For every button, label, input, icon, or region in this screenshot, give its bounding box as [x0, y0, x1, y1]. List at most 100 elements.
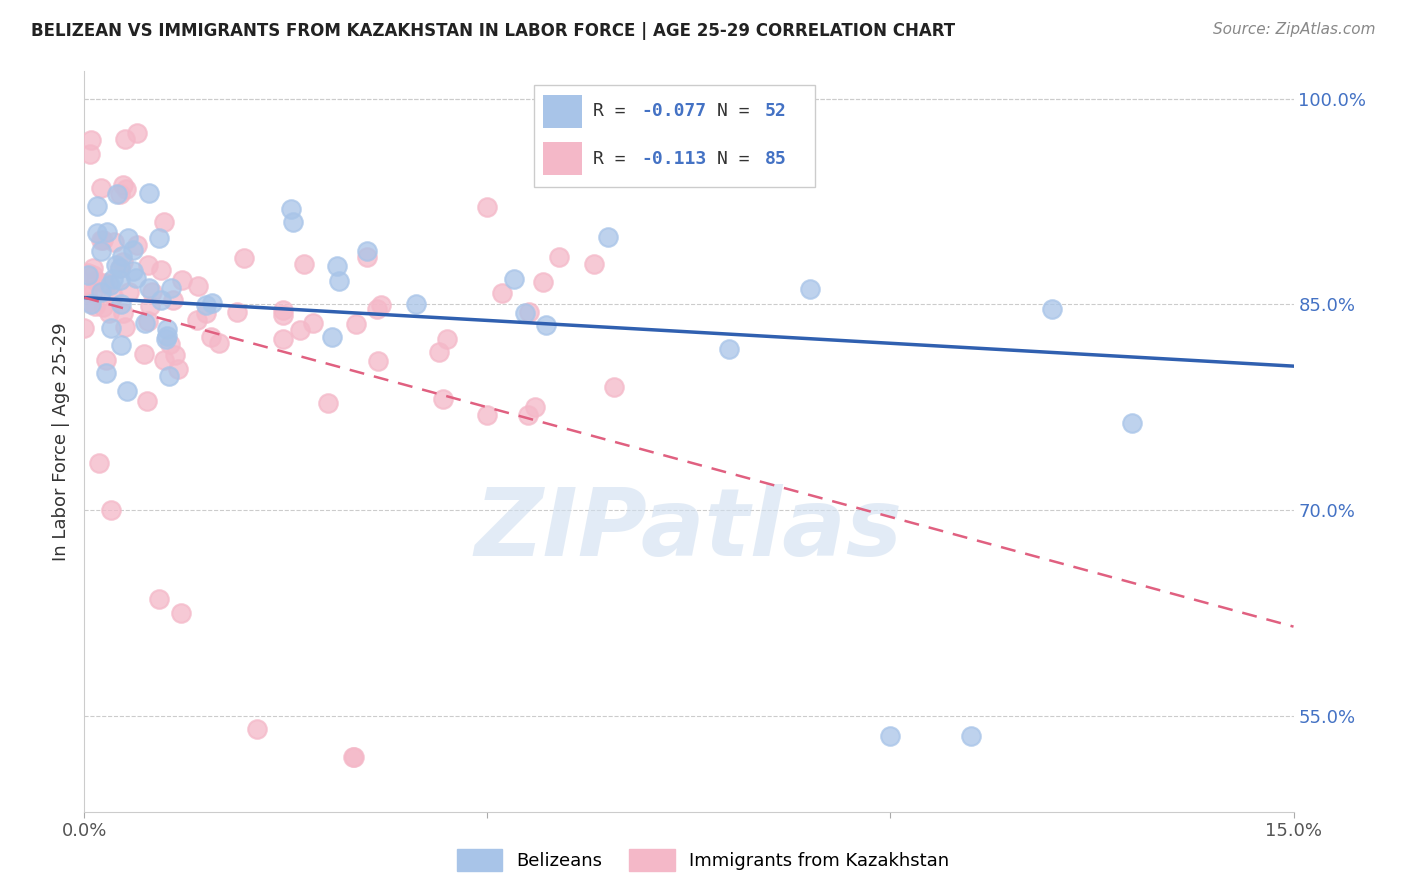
Point [475, 200, 498, 214]
Point [583, 257, 606, 271]
Point [110, 250, 132, 264]
Point [524, 401, 547, 415]
Point [166, 361, 188, 376]
Point [117, 230, 139, 244]
Point [288, 323, 311, 337]
Point [370, 298, 392, 312]
Point [432, 392, 454, 406]
Point [112, 178, 135, 192]
Point [208, 335, 231, 350]
Point [157, 369, 180, 384]
Point [87, 456, 110, 470]
Point [292, 257, 315, 271]
Point [91, 233, 114, 247]
Point [103, 289, 125, 303]
Point [110, 338, 132, 352]
Point [108, 261, 131, 276]
Point [96, 225, 118, 239]
Point [427, 344, 450, 359]
Point [280, 202, 302, 217]
Point [90, 244, 112, 259]
Point [125, 270, 148, 285]
Point [91, 300, 114, 314]
Point [105, 258, 128, 272]
Point [718, 343, 741, 357]
Point [132, 347, 155, 361]
Point [162, 293, 184, 307]
Point [405, 297, 427, 311]
Point [170, 606, 193, 620]
Point [149, 263, 172, 277]
Point [328, 274, 350, 288]
Point [86, 226, 108, 240]
Point [90, 285, 112, 299]
Text: Source: ZipAtlas.com: Source: ZipAtlas.com [1212, 22, 1375, 37]
Point [136, 314, 159, 328]
Point [139, 299, 162, 313]
Point [84, 274, 107, 288]
Bar [543, 95, 582, 128]
Point [316, 395, 339, 409]
Point [76, 285, 98, 300]
Point [195, 298, 218, 312]
Point [97, 306, 120, 320]
Point [122, 264, 145, 278]
Point [436, 332, 458, 346]
Point [150, 293, 173, 307]
Point [141, 285, 163, 300]
Point [108, 273, 131, 287]
Text: 52: 52 [765, 103, 786, 120]
Point [342, 750, 364, 764]
Point [159, 337, 181, 351]
Point [200, 330, 222, 344]
Point [108, 186, 131, 201]
Point [84, 299, 107, 313]
Point [111, 306, 134, 320]
Legend: Belizeans, Immigrants from Kazakhstan: Belizeans, Immigrants from Kazakhstan [450, 842, 956, 879]
Text: 85: 85 [765, 150, 786, 168]
Point [98, 278, 121, 293]
Point [125, 238, 148, 252]
Point [155, 332, 177, 346]
Point [367, 354, 389, 368]
Point [148, 231, 170, 245]
Point [233, 251, 256, 265]
Point [356, 244, 378, 259]
Point [517, 408, 540, 422]
Point [77, 268, 100, 282]
Point [271, 303, 294, 318]
Point [77, 294, 100, 309]
Point [73, 321, 96, 335]
Point [79, 146, 101, 161]
Point [114, 320, 136, 334]
Point [879, 729, 901, 743]
Point [136, 394, 159, 409]
Point [271, 333, 294, 347]
Point [271, 309, 294, 323]
Point [134, 316, 156, 330]
Point [799, 282, 821, 296]
Text: -0.113: -0.113 [641, 150, 706, 168]
Text: ZIPatlas: ZIPatlas [475, 484, 903, 576]
Point [321, 329, 343, 343]
Point [159, 281, 181, 295]
Point [517, 305, 540, 319]
Point [105, 186, 128, 201]
Point [346, 318, 368, 332]
Point [503, 272, 526, 286]
Point [114, 132, 136, 146]
Point [960, 729, 983, 743]
Point [200, 296, 222, 310]
Point [163, 348, 186, 362]
Point [602, 379, 624, 393]
Point [94, 353, 117, 368]
Point [1121, 416, 1143, 430]
Point [186, 312, 208, 326]
Point [226, 304, 249, 318]
Point [534, 318, 557, 332]
Point [326, 259, 349, 273]
Point [356, 250, 378, 264]
Y-axis label: In Labor Force | Age 25-29: In Labor Force | Age 25-29 [52, 322, 70, 561]
Point [79, 297, 101, 311]
Bar [543, 142, 582, 175]
